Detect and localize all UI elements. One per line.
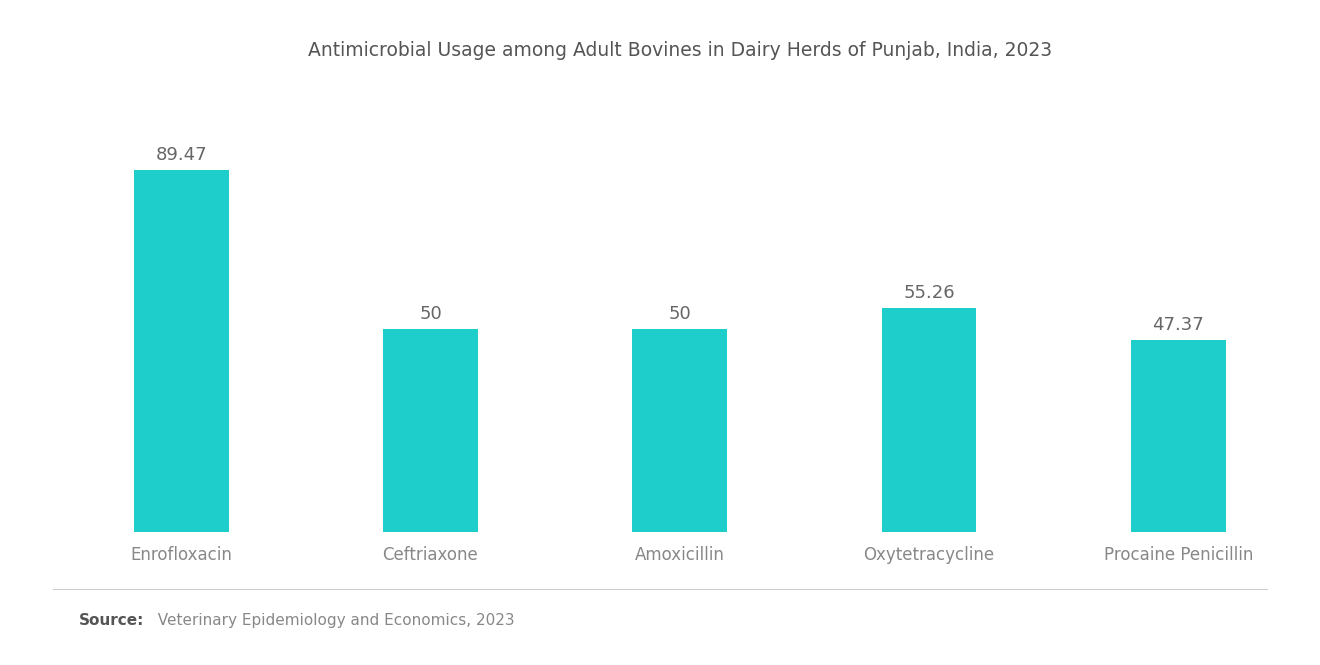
Bar [632, 329, 727, 532]
Text: Source:: Source: [79, 613, 145, 628]
Bar [1131, 340, 1226, 532]
Text: 50: 50 [668, 305, 692, 323]
Bar [133, 170, 228, 532]
Bar [882, 308, 977, 532]
Text: 89.47: 89.47 [156, 146, 207, 164]
Text: 55.26: 55.26 [903, 284, 954, 302]
Bar [383, 329, 478, 532]
Title: Antimicrobial Usage among Adult Bovines in Dairy Herds of Punjab, India, 2023: Antimicrobial Usage among Adult Bovines … [308, 41, 1052, 60]
Text: 50: 50 [420, 305, 442, 323]
Text: 47.37: 47.37 [1152, 316, 1204, 334]
Text: Veterinary Epidemiology and Economics, 2023: Veterinary Epidemiology and Economics, 2… [148, 613, 515, 628]
